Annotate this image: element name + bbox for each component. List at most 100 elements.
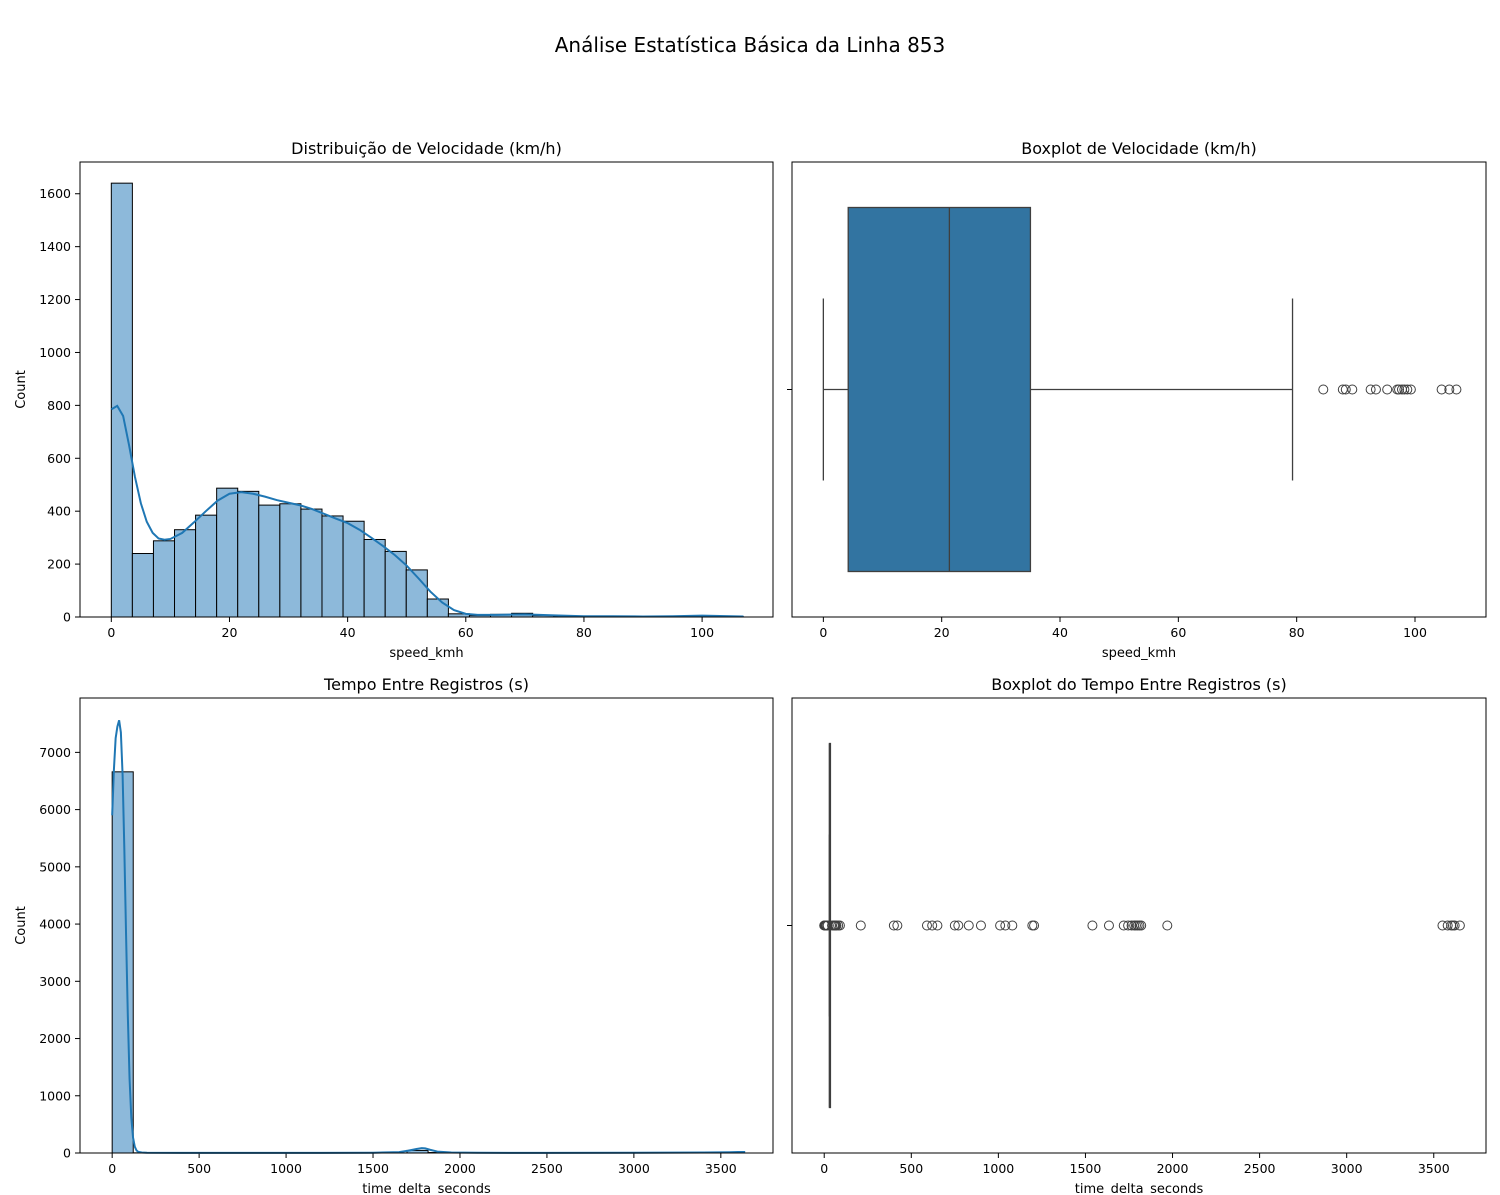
outlier-point: [1444, 384, 1455, 395]
outlier-point: [1162, 920, 1173, 931]
panel-title: Boxplot de Velocidade (km/h): [1021, 139, 1257, 158]
x-tick-label: 100: [690, 625, 714, 640]
outlier-point: [1103, 920, 1114, 931]
outlier-point: [1340, 384, 1351, 395]
x-tick-label: 2500: [531, 1161, 563, 1176]
histogram-bar: [342, 520, 365, 618]
outlier-point: [1405, 384, 1416, 395]
outlier-point: [975, 920, 986, 931]
x-tick-label: 20: [934, 625, 950, 640]
histogram-bar: [216, 487, 239, 618]
x-tick-label: 1500: [1070, 1161, 1102, 1176]
x-tick-label: 500: [899, 1161, 923, 1176]
panel-title: Boxplot do Tempo Entre Registros (s): [991, 675, 1286, 694]
y-tick-label: 1000: [39, 1088, 71, 1103]
y-tick-label: 2000: [39, 1031, 71, 1046]
x-axis-label: time_delta_seconds: [1075, 1182, 1204, 1195]
outlier-point: [892, 920, 903, 931]
x-axis-label: speed_kmh: [389, 646, 463, 661]
y-tick-label: 0: [63, 1146, 71, 1161]
figure-suptitle: Análise Estatística Básica da Linha 853: [555, 33, 946, 57]
outlier-point: [1382, 384, 1393, 395]
x-tick-label: 80: [1289, 625, 1305, 640]
y-axis-label: Count: [14, 370, 29, 409]
histogram-bar: [152, 540, 176, 618]
y-tick-label: 800: [47, 398, 71, 413]
x-tick-label: 0: [107, 625, 115, 640]
y-tick-label: 200: [47, 557, 71, 572]
x-axis-label: time_delta_seconds: [362, 1182, 491, 1195]
histogram-bar: [426, 598, 449, 618]
outlier-point: [1007, 920, 1018, 931]
x-tick-label: 3000: [618, 1161, 650, 1176]
x-tick-label: 3000: [1331, 1161, 1363, 1176]
outlier-point: [834, 920, 845, 931]
outlier-point: [1347, 384, 1358, 395]
outlier-point: [1123, 920, 1134, 931]
outlier-point: [1399, 384, 1410, 395]
x-tick-label: 80: [576, 625, 592, 640]
outlier-point: [1442, 920, 1453, 931]
outlier-point: [1454, 920, 1465, 931]
panel-title: Tempo Entre Registros (s): [323, 675, 529, 694]
axes-frame: [79, 697, 774, 1154]
axes-frame: [79, 161, 774, 618]
y-tick-label: 6000: [39, 802, 71, 817]
axes-frame: [791, 697, 1487, 1154]
outlier-point: [921, 920, 932, 931]
x-tick-label: 0: [108, 1161, 116, 1176]
histogram-bar: [300, 508, 323, 618]
x-tick-label: 40: [1052, 625, 1068, 640]
x-tick-label: 0: [820, 1161, 828, 1176]
outlier-point: [1449, 920, 1460, 931]
x-tick-label: 100: [1403, 625, 1427, 640]
outlier-point: [1000, 920, 1011, 931]
outlier-point: [1402, 384, 1413, 395]
histogram-bar: [321, 515, 344, 618]
outlier-point: [1087, 920, 1098, 931]
axes-frame: [791, 161, 1487, 618]
outlier-point: [1318, 384, 1329, 395]
outlier-point: [1126, 920, 1137, 931]
x-tick-label: 2000: [444, 1161, 476, 1176]
x-tick-label: 3500: [1418, 1161, 1450, 1176]
outlier-point: [1394, 384, 1405, 395]
outlier-point: [1451, 384, 1462, 395]
panel-title: Distribuição de Velocidade (km/h): [291, 139, 562, 158]
outlier-point: [888, 920, 899, 931]
y-tick-label: 600: [47, 451, 71, 466]
histogram-bar: [258, 504, 281, 618]
histogram-bar: [237, 490, 260, 618]
panels: Distribuição de Velocidade (km/h) 0 20 40 60…: [14, 139, 1487, 1195]
y-tick-label: 4000: [39, 917, 71, 932]
x-tick-label: 1000: [270, 1161, 302, 1176]
y-tick-label: 7000: [39, 745, 71, 760]
x-tick-label: 1500: [357, 1161, 389, 1176]
outlier-point: [963, 920, 974, 931]
outlier-point: [1437, 920, 1448, 931]
outlier-point: [1365, 384, 1376, 395]
panel-hist_time: Tempo Entre Registros (s) 0 500 1000 1500 200…: [14, 675, 774, 1195]
histogram-bar: [174, 529, 197, 618]
y-tick-label: 3000: [39, 974, 71, 989]
histogram-bar: [110, 182, 133, 618]
outlier-point: [949, 920, 960, 931]
histogram-bar: [279, 503, 302, 618]
outlier-point: [995, 920, 1006, 931]
y-tick-label: 400: [47, 504, 71, 519]
outlier-point: [1436, 384, 1447, 395]
panel-box_speed: Boxplot de Velocidade (km/h) 0 20 40 60 80 100…: [787, 139, 1487, 661]
y-tick-label: 5000: [39, 859, 71, 874]
x-tick-label: 60: [1170, 625, 1186, 640]
histogram-bar: [131, 553, 154, 618]
x-tick-label: 60: [458, 625, 474, 640]
y-tick-label: 1000: [39, 345, 71, 360]
y-tick-label: 1400: [39, 239, 71, 254]
outlier-point: [953, 920, 964, 931]
y-tick-label: 1600: [39, 186, 71, 201]
kde-line: [110, 404, 744, 618]
x-tick-label: 0: [819, 625, 827, 640]
y-tick-label: 1200: [39, 292, 71, 307]
outlier-point: [1029, 920, 1040, 931]
